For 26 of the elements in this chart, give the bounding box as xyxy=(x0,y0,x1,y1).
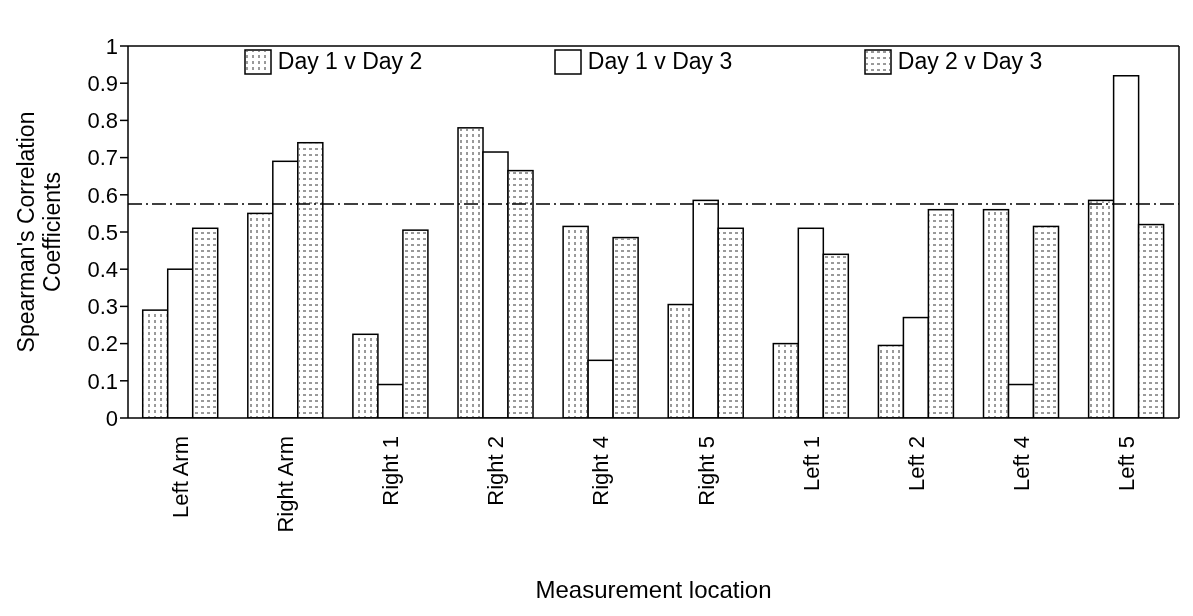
x-tick-label: Left Arm xyxy=(168,436,194,518)
x-tick-label: Left 5 xyxy=(1113,436,1139,492)
y-tick-label: 0.1 xyxy=(87,368,118,394)
x-tick-label: Right 5 xyxy=(693,436,719,506)
y-tick-label: 0.7 xyxy=(87,145,118,171)
x-tick-label: Left 1 xyxy=(798,436,824,492)
x-axis-title: Measurement location xyxy=(535,576,772,603)
y-tick-label: 0 xyxy=(105,405,118,431)
y-tick-label: 0.8 xyxy=(87,108,118,134)
x-tick-label: Right 2 xyxy=(483,436,509,506)
x-tick-label: Left 4 xyxy=(1008,436,1034,492)
legend-label: Day 1 v Day 2 xyxy=(277,48,423,75)
y-tick-label: 0.4 xyxy=(87,257,118,283)
y-tick-label: 0.6 xyxy=(87,182,118,208)
legend-label: Day 1 v Day 3 xyxy=(587,48,733,75)
x-tick-label: Right Arm xyxy=(273,436,299,533)
y-tick-label: 0.5 xyxy=(87,219,118,245)
y-tick-label: 0.3 xyxy=(87,294,118,320)
x-tick-label: Left 2 xyxy=(903,436,929,492)
y-tick-label: 1 xyxy=(105,33,118,59)
y-axis-title: Spearman's Correlation Coefficients xyxy=(13,111,65,353)
x-tick-label: Right 1 xyxy=(378,436,404,506)
y-tick-label: 0.9 xyxy=(87,71,118,97)
x-tick-label: Right 4 xyxy=(588,436,614,506)
legend-label: Day 2 v Day 3 xyxy=(897,48,1043,75)
y-tick-label: 0.2 xyxy=(87,331,118,357)
